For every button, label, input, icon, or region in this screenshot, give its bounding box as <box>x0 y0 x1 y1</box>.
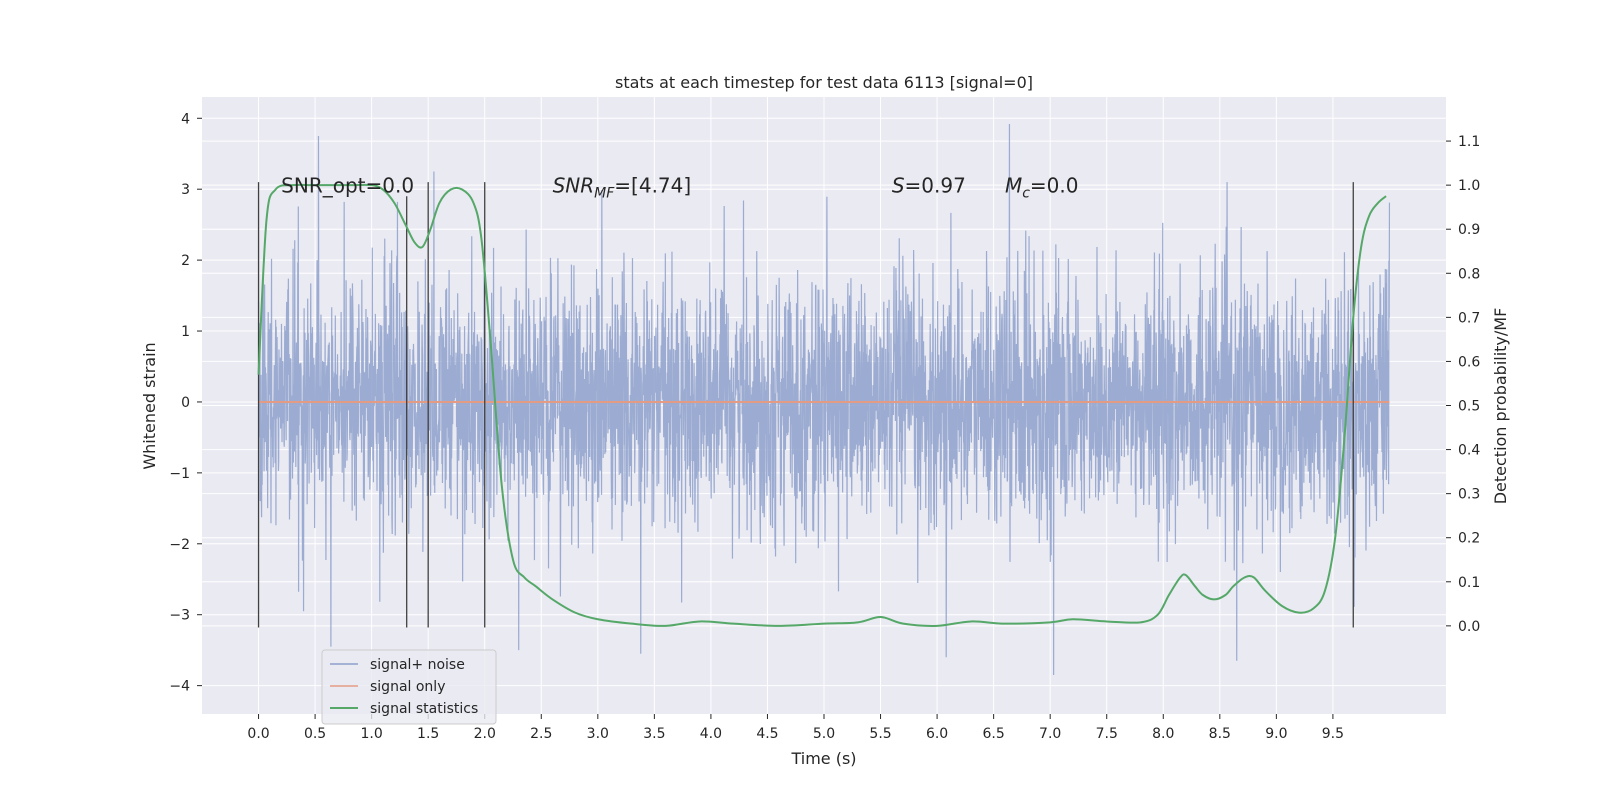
series-signal-plus-noise <box>257 123 1391 675</box>
legend-label: signal+ noise <box>370 657 465 673</box>
annotation-snr-mf: SNRMF=[4.74] <box>553 174 692 202</box>
annotation-snr-opt: SNR_opt=0.0 <box>281 174 414 198</box>
x-tick-label: 4.0 <box>700 726 722 742</box>
x-tick-label: 5.5 <box>869 726 891 742</box>
y-right-tick-label: 0.9 <box>1458 222 1480 238</box>
y-right-tick-label: 0.1 <box>1458 575 1480 591</box>
x-tick-label: 6.5 <box>983 726 1005 742</box>
y-right-tick-label: 0.5 <box>1458 399 1480 415</box>
x-tick-label: 0.0 <box>247 726 269 742</box>
y-left-tick-label: 4 <box>181 111 190 127</box>
y-right-tick-label: 0.6 <box>1458 354 1480 370</box>
annotations: SNR_opt=0.0 SNRMF=[4.74] S=0.97 Mc=0.0 <box>281 174 1078 202</box>
x-tick-label: 3.0 <box>587 726 609 742</box>
x-tick-label: 7.5 <box>1096 726 1118 742</box>
y-left-tick-label: 3 <box>181 182 190 198</box>
x-tick-label: 5.0 <box>813 726 835 742</box>
ticks: 0.0 0.5 1.0 1.5 2.0 2.5 3.0 3.5 4.0 4.5 5.0 5.5 6.0 6… <box>169 111 1480 742</box>
x-tick-label: 3.5 <box>643 726 665 742</box>
x-tick-label: 0.5 <box>304 726 326 742</box>
y-right-tick-label: 1.0 <box>1458 178 1480 194</box>
x-tick-label: 1.0 <box>361 726 383 742</box>
annotation-s-stat: S=0.97 <box>892 174 966 198</box>
vertical-markers <box>257 182 1354 628</box>
legend: signal+ noise signal only signal statistic… <box>321 649 497 725</box>
x-tick-label: 6.0 <box>926 726 948 742</box>
y-left-tick-label: 0 <box>181 395 190 411</box>
y-axis-label-left: Whitened strain <box>140 342 159 469</box>
chart-title: stats at each timestep for test data 611… <box>615 73 1033 92</box>
y-left-tick-label: 1 <box>181 324 190 340</box>
legend-box <box>321 649 497 725</box>
legend-label: signal only <box>370 679 445 695</box>
series-signal-statistics <box>257 183 1387 627</box>
y-left-tick-label: −3 <box>169 608 190 624</box>
signal-statistics-trace <box>257 183 1387 627</box>
y-left-tick-label: −1 <box>169 466 190 482</box>
x-tick-label: 9.5 <box>1322 726 1344 742</box>
x-tick-label: 8.5 <box>1209 726 1231 742</box>
x-tick-label: 8.0 <box>1152 726 1174 742</box>
y-right-tick-label: 0.8 <box>1458 266 1480 282</box>
y-right-tick-label: 0.3 <box>1458 487 1480 503</box>
x-tick-label: 1.5 <box>417 726 439 742</box>
y-right-tick-label: 0.2 <box>1458 531 1480 547</box>
y-axis-label-right: Detection probability/MF <box>1491 308 1510 505</box>
x-tick-label: 7.0 <box>1039 726 1061 742</box>
x-tick-label: 2.5 <box>530 726 552 742</box>
legend-label: signal statistics <box>370 701 478 717</box>
y-right-tick-label: 1.1 <box>1458 134 1480 150</box>
y-left-tick-label: 2 <box>181 253 190 269</box>
y-left-tick-label: −4 <box>169 679 190 695</box>
x-tick-label: 4.5 <box>756 726 778 742</box>
y-right-tick-label: 0.0 <box>1458 619 1480 635</box>
annotation-mc: Mc=0.0 <box>1005 174 1079 202</box>
y-left-tick-label: −2 <box>169 537 190 553</box>
x-tick-label: 9.0 <box>1265 726 1287 742</box>
y-right-tick-label: 0.7 <box>1458 310 1480 326</box>
noise-trace <box>257 123 1391 675</box>
x-tick-label: 2.0 <box>474 726 496 742</box>
x-axis-label: Time (s) <box>790 749 856 768</box>
y-right-tick-label: 0.4 <box>1458 443 1480 459</box>
